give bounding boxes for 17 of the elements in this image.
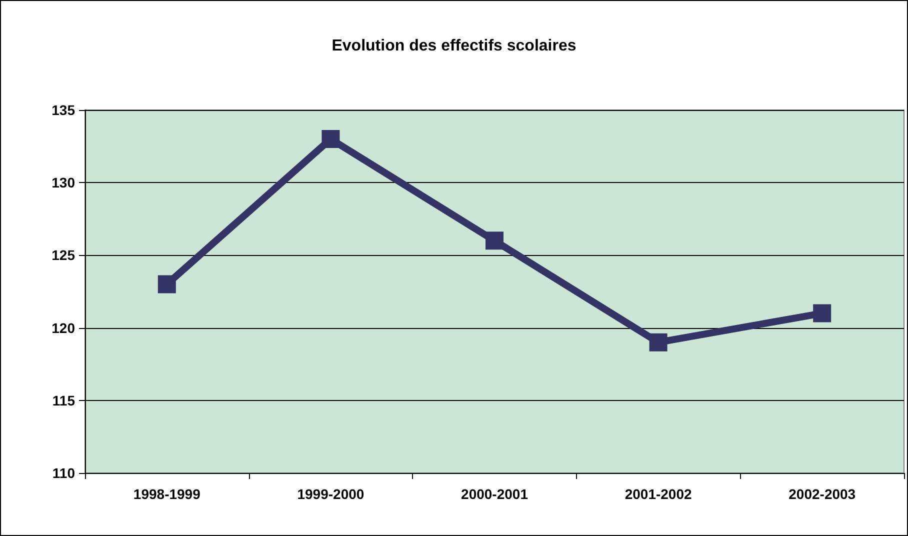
y-tick-label: 135 (52, 102, 76, 118)
x-tick-label: 2002-2003 (788, 486, 856, 502)
y-tick-label: 115 (52, 392, 76, 408)
x-tick-label: 2001-2002 (624, 486, 692, 502)
point (813, 304, 832, 322)
point (322, 130, 340, 148)
chart-title: Evolution des effectifs scolaires (332, 38, 576, 54)
x-tick-label: 1998-1999 (133, 486, 201, 502)
x-tick-label: 1999-2000 (297, 486, 364, 502)
point (158, 275, 176, 294)
y-tick-label: 120 (52, 320, 76, 336)
point (649, 333, 668, 352)
x-tick-label: 2000-2001 (461, 486, 528, 502)
y-tick-label: 110 (52, 465, 76, 481)
y-tick-label: 130 (52, 174, 76, 191)
point (486, 232, 504, 250)
y-tick-label: 125 (52, 247, 76, 264)
